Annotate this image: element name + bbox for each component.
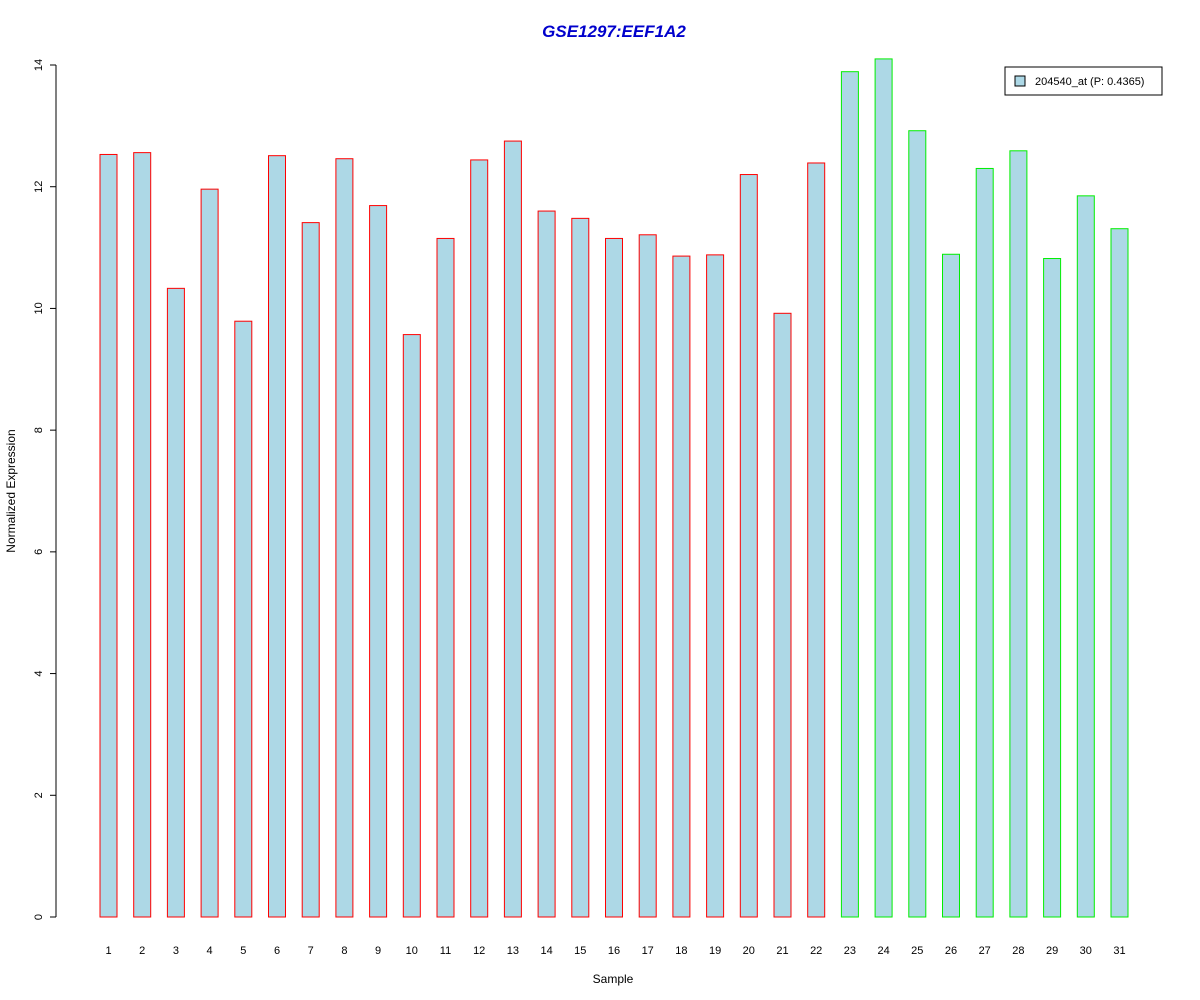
- x-tick-label: 6: [274, 945, 280, 957]
- y-tick-label: 14: [33, 59, 45, 71]
- x-tick-label: 8: [341, 945, 347, 957]
- bar: [402, 334, 421, 918]
- bar: [301, 222, 320, 918]
- x-tick-label: 31: [1113, 945, 1125, 957]
- y-tick-label: 8: [33, 427, 45, 433]
- bar: [773, 312, 792, 918]
- bar: [874, 58, 893, 918]
- x-tick-labels: 1 2 3 4 5 6 7 8 9 10 11 12 13 14 15 16 17 18 19 20 21 22 23 24 2…: [105, 945, 1125, 957]
- bar: [268, 155, 286, 918]
- x-tick-label: 1: [105, 945, 111, 957]
- bar: [234, 320, 253, 918]
- bar: [200, 188, 219, 918]
- bar: [166, 287, 185, 918]
- bar: [1009, 150, 1028, 918]
- bar: [1110, 228, 1129, 918]
- legend-box: [1004, 66, 1163, 96]
- bar: [975, 167, 994, 918]
- x-tick-label: 16: [608, 945, 620, 957]
- x-tick-label: 18: [675, 945, 687, 957]
- x-tick-label: 7: [308, 945, 314, 957]
- bars: [99, 58, 1129, 918]
- bar: [503, 140, 522, 918]
- x-tick-label: 9: [375, 945, 381, 957]
- x-tick-label: 10: [406, 945, 418, 957]
- x-tick-label: 2: [139, 945, 145, 957]
- bar: [335, 158, 354, 918]
- y-tick-label: 10: [33, 302, 45, 314]
- x-tick-label: 5: [240, 945, 246, 957]
- bar: [605, 237, 623, 918]
- y-axis-label: Normalized Expression: [4, 429, 18, 552]
- bar: [638, 234, 657, 918]
- x-tick-label: 24: [877, 945, 889, 957]
- x-tick-label: 29: [1046, 945, 1058, 957]
- x-tick-label: 4: [207, 945, 213, 957]
- bar: [908, 130, 927, 918]
- x-tick-label: 11: [440, 945, 451, 957]
- x-tick-label: 12: [473, 945, 485, 957]
- bar: [672, 255, 691, 918]
- bar: [1076, 195, 1095, 918]
- x-tick-label: 19: [709, 945, 721, 957]
- bar: [470, 159, 489, 918]
- x-tick-label: 26: [945, 945, 957, 957]
- bar: [133, 152, 152, 918]
- legend-swatch: [1014, 75, 1026, 87]
- y-tick-label: 4: [33, 671, 45, 677]
- x-tick-label: 15: [574, 945, 586, 957]
- legend: 204540_at (P: 0.4365): [1004, 66, 1163, 96]
- x-tick-label: 13: [507, 945, 519, 957]
- y-tick-label: 2: [33, 792, 45, 798]
- x-tick-label: 28: [1012, 945, 1024, 957]
- chart-title: GSE1297:EEF1A2: [542, 22, 686, 41]
- y-tick-label: 6: [33, 549, 45, 555]
- bar: [706, 254, 725, 918]
- y-tick-label: 0: [33, 914, 45, 920]
- x-tick-label: 3: [173, 945, 179, 957]
- y-tick-label: 12: [33, 181, 45, 193]
- bar: [807, 162, 826, 918]
- x-axis-label: Sample: [593, 972, 634, 986]
- bar: [739, 174, 758, 918]
- x-tick-label: 22: [810, 945, 822, 957]
- x-tick-label: 23: [844, 945, 856, 957]
- x-tick-label: 25: [911, 945, 923, 957]
- x-tick-label: 20: [743, 945, 755, 957]
- bar: [436, 237, 455, 918]
- bar: [1043, 258, 1062, 918]
- bar: [537, 210, 556, 918]
- legend-label: 204540_at (P: 0.4365): [1035, 76, 1144, 88]
- bar: [942, 253, 960, 918]
- y-axis: 0 2 4 6 8 10 12 14: [33, 59, 57, 920]
- bar: [571, 217, 590, 918]
- x-tick-label: 30: [1080, 945, 1092, 957]
- bar: [99, 153, 118, 918]
- x-tick-label: 21: [776, 945, 788, 957]
- bar: [840, 71, 859, 918]
- bar: [369, 205, 388, 918]
- x-tick-label: 27: [979, 945, 991, 957]
- x-tick-label: 14: [540, 945, 552, 957]
- x-tick-label: 17: [642, 945, 654, 957]
